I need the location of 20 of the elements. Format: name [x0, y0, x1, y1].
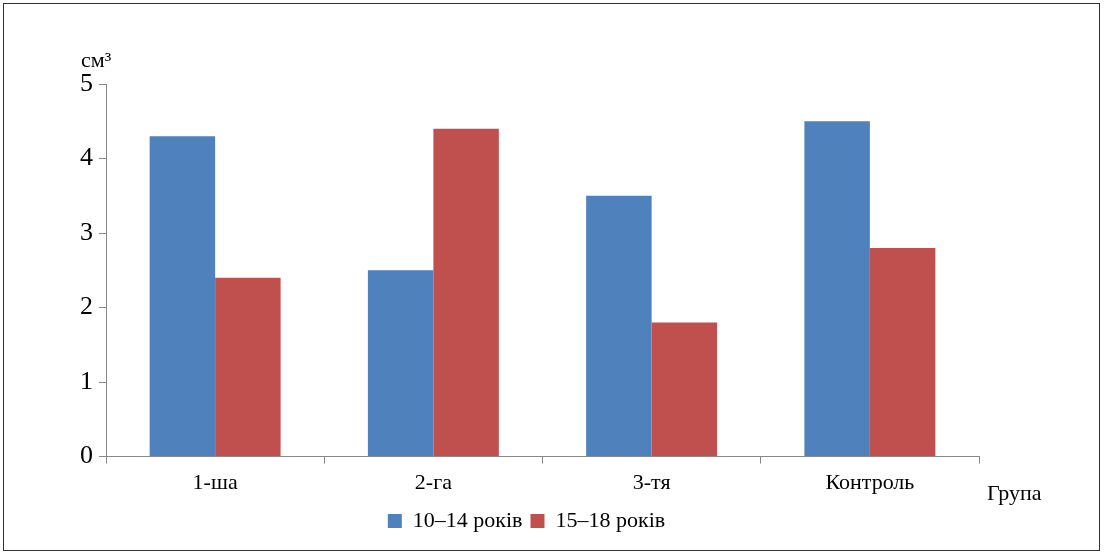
bar: [215, 277, 281, 457]
bar: [149, 136, 216, 457]
legend-label: 10–14 років: [412, 506, 523, 532]
x-axis-title: Група: [987, 480, 1042, 506]
bar: [586, 195, 652, 457]
bar: [367, 270, 434, 457]
bar: [804, 121, 870, 457]
y-tick-label: 3: [80, 216, 93, 246]
x-tick-label: 3-тя: [632, 468, 671, 494]
y-tick-label: 4: [80, 142, 93, 172]
legend-label: 15–18 років: [555, 506, 666, 532]
x-tick-label: 2-га: [414, 468, 453, 494]
bar: [651, 322, 718, 457]
y-tick-label: 1: [80, 365, 93, 395]
bar: [433, 128, 499, 457]
bar: [869, 247, 936, 457]
y-tick-label: 0: [80, 440, 93, 470]
x-tick-label: 1-ша: [192, 468, 238, 494]
x-tick-label: Контроль: [825, 468, 915, 494]
y-tick-label: 2: [80, 291, 93, 321]
